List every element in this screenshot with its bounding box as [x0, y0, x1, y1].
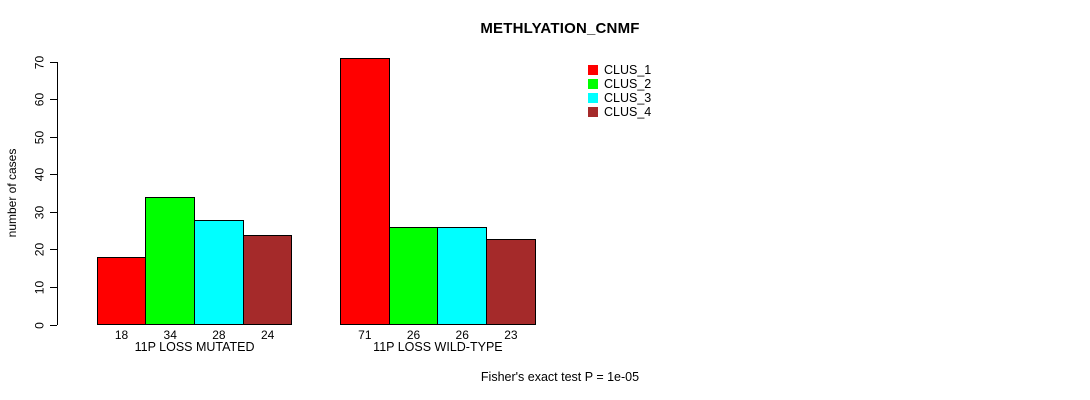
bar-clus_2-group1 [145, 197, 196, 325]
bar-value-label: 23 [504, 328, 518, 342]
legend-label: CLUS_4 [604, 105, 652, 119]
bar-clus_1-group2 [340, 58, 390, 325]
legend-item: CLUS_3 [588, 91, 652, 105]
y-tick-label: 60 [32, 92, 47, 107]
legend-item: CLUS_2 [588, 77, 652, 91]
bar-value-label: 26 [455, 328, 469, 342]
y-tick [50, 286, 57, 288]
group-label: 11P LOSS WILD-TYPE [373, 340, 503, 354]
bar-clus_4-group2 [486, 238, 536, 325]
legend-swatch-clus_1 [588, 65, 598, 75]
bar-clus_3-group1 [194, 219, 244, 325]
legend-label: CLUS_3 [604, 91, 652, 105]
bar-clus_3-group2 [437, 227, 488, 325]
bar-clus_1-group1 [96, 257, 147, 325]
legend: CLUS_1 CLUS_2 CLUS_3 CLUS_4 [588, 63, 652, 119]
bar-value-label: 26 [406, 328, 421, 342]
y-axis-line [57, 62, 58, 325]
y-tick-label: 10 [32, 280, 47, 295]
y-tick [50, 61, 57, 63]
legend-item: CLUS_1 [588, 63, 652, 77]
y-tick-label: 50 [32, 130, 47, 144]
y-tick-label: 0 [32, 321, 47, 329]
bar-clus_4-group1 [242, 234, 293, 325]
y-tick [50, 211, 57, 213]
y-tick-label: 40 [32, 168, 47, 182]
y-tick [50, 324, 57, 326]
chart-title: METHLYATION_CNMF [480, 20, 640, 37]
legend-swatch-clus_4 [588, 107, 598, 117]
y-tick [50, 174, 57, 176]
legend-swatch-clus_2 [588, 79, 598, 89]
y-tick-label: 20 [32, 243, 47, 257]
y-axis-title: number of cases [5, 148, 19, 238]
y-tick [50, 136, 57, 138]
bar-value-label: 34 [163, 328, 177, 342]
bar-value-label: 18 [114, 328, 129, 342]
legend-item: CLUS_4 [588, 105, 652, 119]
y-tick [50, 249, 57, 251]
group-label: 11P LOSS MUTATED [134, 340, 255, 354]
legend-swatch-clus_3 [588, 93, 598, 103]
fisher-test-annotation: Fisher's exact test P = 1e-05 [480, 370, 640, 384]
bar-clus_2-group2 [388, 227, 439, 325]
y-tick-label: 30 [32, 205, 47, 219]
bar-value-label: 28 [212, 328, 226, 342]
bar-value-label: 24 [260, 328, 275, 342]
legend-label: CLUS_1 [604, 63, 652, 77]
bar-value-label: 71 [358, 328, 372, 342]
legend-label: CLUS_2 [604, 77, 652, 91]
y-tick-label: 70 [32, 55, 47, 69]
y-tick [50, 99, 57, 101]
